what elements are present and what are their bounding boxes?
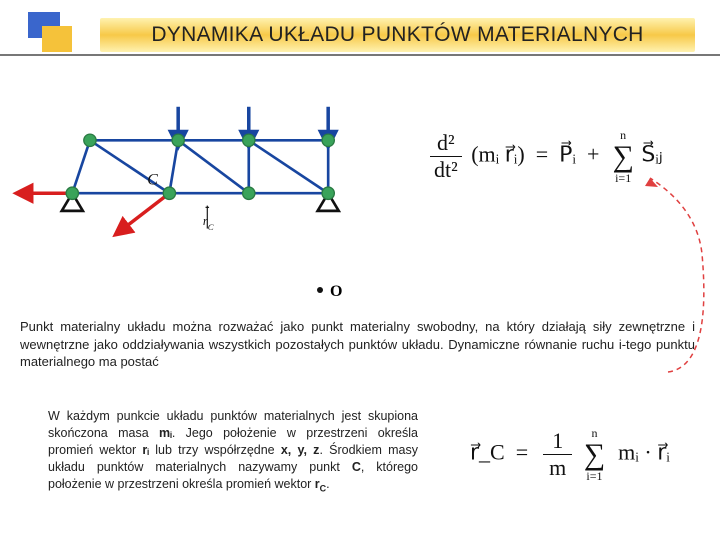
equation-center-of-mass: r⃗_C = 1 m n ∑ i=1 mᵢ · r⃗ᵢ [470,428,670,481]
truss-diagram: C rC [12,105,362,255]
equation-motion: d² dt² (mᵢ r⃗ᵢ) = P⃗ᵢ + n ∑ i=1 S⃗ᵢⱼ [430,130,663,183]
title-bar: DYNAMIKA UKŁADU PUNKTÓW MATERIALNYCH [100,18,695,52]
slide-logo [28,12,76,56]
truss-rc-label: rC [203,214,214,232]
origin-point: O [270,280,390,310]
page-title: DYNAMIKA UKŁADU PUNKTÓW MATERIALNYCH [151,23,643,47]
logo-square-yellow [42,26,72,52]
paragraph-definition: Punkt materialny układu można rozważać j… [20,318,695,371]
paragraph-center-of-mass: W każdym punkcie układu punktów material… [48,408,418,494]
eq1-den: dt² [430,157,462,183]
header-divider [0,54,720,56]
eq1-num: d² [430,130,462,157]
truss-c-label: C [147,171,158,188]
svg-text:O: O [330,283,342,300]
